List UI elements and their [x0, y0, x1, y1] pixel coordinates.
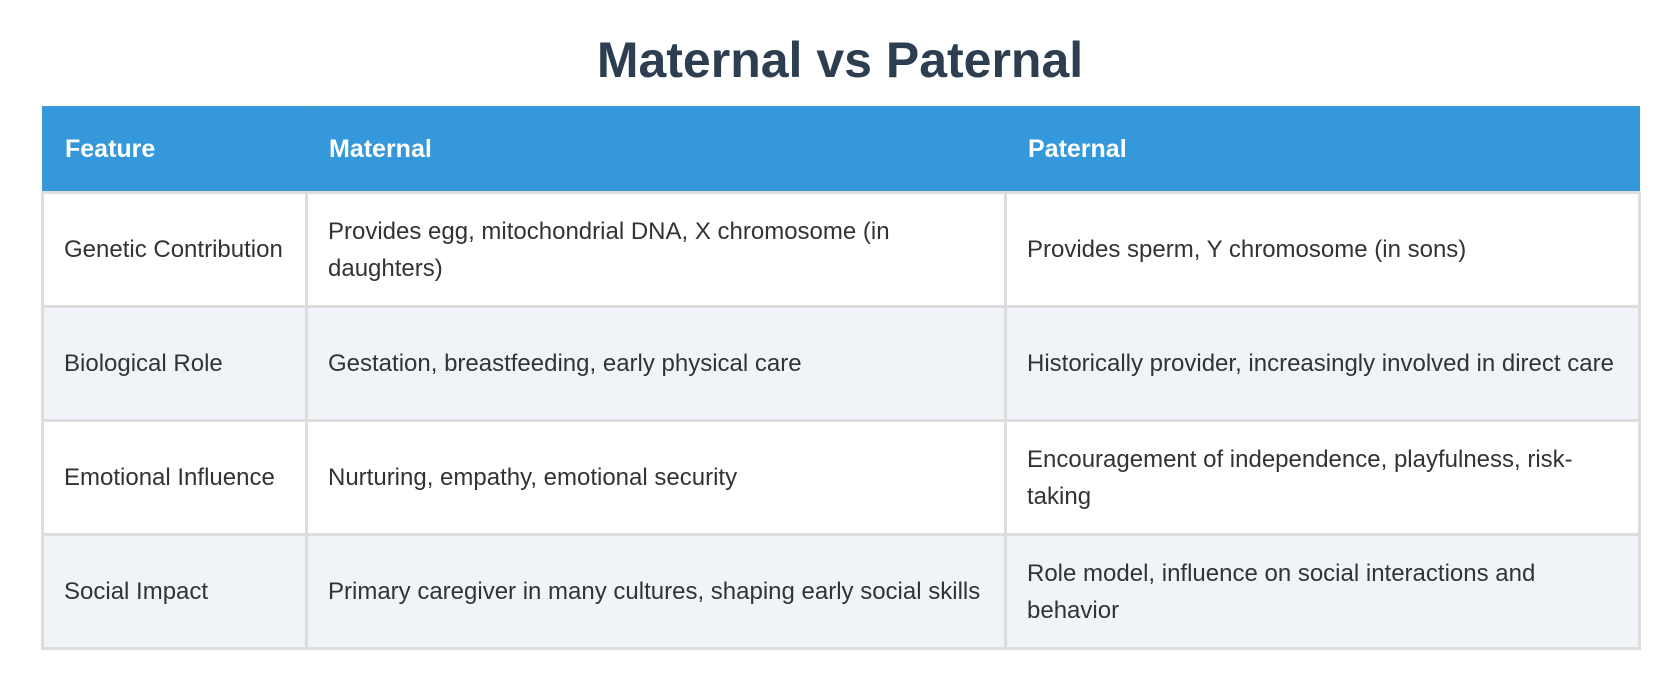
- table-row: Genetic Contribution Provides egg, mitoc…: [41, 191, 1641, 308]
- table-row: Biological Role Gestation, breastfeeding…: [41, 305, 1641, 422]
- cell-paternal: Provides sperm, Y chromosome (in sons): [1004, 191, 1641, 308]
- page-title: Maternal vs Paternal: [596, 32, 1084, 88]
- cell-feature: Genetic Contribution: [41, 191, 308, 308]
- column-header-feature: Feature: [42, 106, 307, 193]
- cell-feature: Social Impact: [41, 533, 308, 650]
- column-header-maternal: Maternal: [306, 106, 1006, 193]
- cell-maternal: Nurturing, empathy, emotional security: [305, 419, 1007, 536]
- cell-paternal: Role model, influence on social interact…: [1004, 533, 1641, 650]
- cell-paternal: Historically provider, increasingly invo…: [1004, 305, 1641, 422]
- table-header: Feature Maternal Paternal: [42, 106, 1640, 193]
- table-body: Genetic Contribution Provides egg, mitoc…: [41, 191, 1641, 650]
- table-row: Social Impact Primary caregiver in many …: [41, 533, 1641, 650]
- table-row: Emotional Influence Nurturing, empathy, …: [41, 419, 1641, 536]
- cell-paternal: Encouragement of independence, playfulne…: [1004, 419, 1641, 536]
- cell-feature: Emotional Influence: [41, 419, 308, 536]
- column-header-paternal: Paternal: [1005, 106, 1640, 193]
- cell-maternal: Provides egg, mitochondrial DNA, X chrom…: [305, 191, 1007, 308]
- cell-feature: Biological Role: [41, 305, 308, 422]
- header-row: Feature Maternal Paternal: [42, 106, 1640, 193]
- cell-maternal: Gestation, breastfeeding, early physical…: [305, 305, 1007, 422]
- cell-maternal: Primary caregiver in many cultures, shap…: [305, 533, 1007, 650]
- comparison-table: Feature Maternal Paternal Genetic Contri…: [41, 106, 1641, 650]
